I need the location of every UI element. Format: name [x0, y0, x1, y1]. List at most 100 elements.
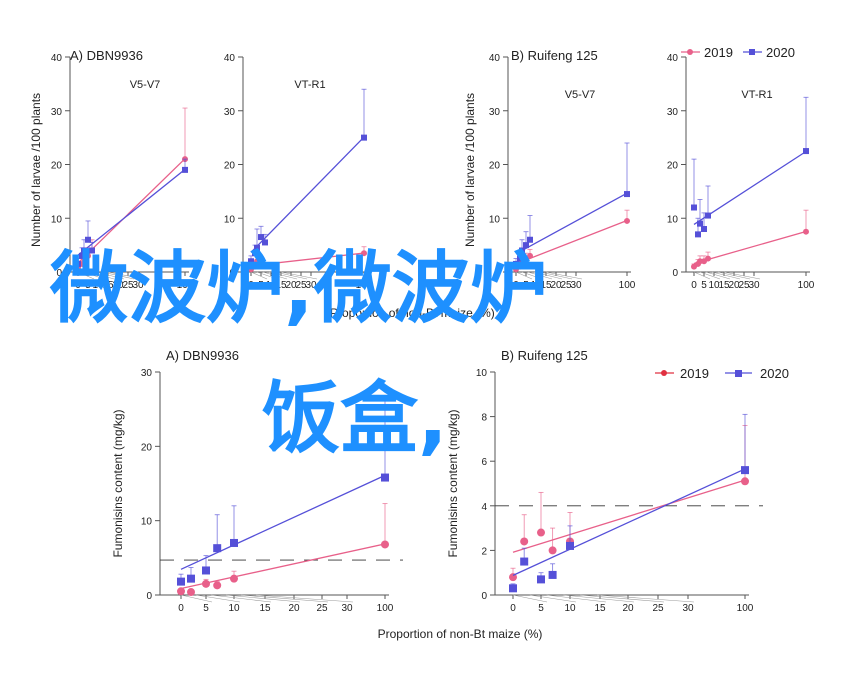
- x-axis-break-line: [225, 594, 301, 603]
- plot-subtitle: V5-V7: [130, 79, 161, 91]
- x-axis-break-line: [596, 594, 695, 603]
- x-tick-label: 20: [112, 280, 124, 291]
- data-point-2020: [254, 244, 260, 251]
- panel-title-top-b: B) Ruifeng 125: [511, 48, 598, 63]
- y-tick-label: 8: [481, 413, 487, 424]
- trend-line-2020: [512, 468, 746, 576]
- y-tick-label: 0: [229, 268, 235, 279]
- x-axis-break-line: [711, 271, 741, 280]
- x-axis-break-line: [705, 271, 731, 280]
- x-axis-break-line: [546, 594, 607, 603]
- data-point-2020: [695, 231, 701, 238]
- data-point-2020: [697, 220, 703, 227]
- data-point-2019: [548, 546, 557, 555]
- x-axis-break-line: [107, 271, 145, 280]
- plot-subtitle: VT-R1: [741, 89, 772, 101]
- trend-line-2019: [693, 230, 807, 265]
- data-point-2019: [202, 579, 210, 588]
- chart-bottom-a: 0 10 20 30 0 5 10 15 20 25 30 100 A) DBN9936 Fumonisi…: [111, 348, 403, 614]
- x-axis-break-line: [693, 271, 711, 280]
- x-axis-break-line: [210, 594, 272, 603]
- data-point-2019: [624, 217, 630, 224]
- y-tick-label: 0: [481, 591, 487, 602]
- x-tick-label: 100: [619, 280, 636, 291]
- data-point-2020: [252, 250, 258, 257]
- data-point-2020: [248, 258, 254, 265]
- y-tick-label: 10: [667, 214, 679, 225]
- y-tick-label: 20: [51, 161, 63, 172]
- x-axis-break-line: [256, 271, 278, 280]
- x-axis-break-line: [545, 271, 583, 280]
- data-point-2020: [79, 252, 85, 259]
- x-axis-break-line: [180, 594, 213, 603]
- x-axis-break-line: [580, 594, 665, 603]
- legend-top: 2019 2020: [681, 45, 795, 60]
- x-tick-label: 30: [748, 280, 760, 291]
- data-point-2020: [258, 234, 264, 241]
- x-tick-label: 25: [295, 280, 307, 291]
- overlay-text-line2: 饭盒,: [262, 374, 448, 464]
- x-tick-label: 30: [132, 280, 144, 291]
- data-point-2020: [177, 577, 185, 586]
- y-tick-label: 0: [56, 268, 62, 279]
- x-tick-label: 20: [728, 280, 740, 291]
- x-tick-label: 30: [682, 603, 694, 614]
- data-point-2019: [520, 537, 529, 546]
- x-axis-break-line: [529, 594, 577, 603]
- trend-line-2020: [250, 136, 365, 253]
- data-point-2019: [230, 574, 238, 583]
- trend-line-2019: [512, 479, 746, 553]
- trend-line-2020: [693, 150, 807, 225]
- y-tick-label: 0: [146, 591, 152, 602]
- x-tick-label: 0: [248, 280, 254, 291]
- y-tick-label: 30: [141, 368, 153, 379]
- data-point-2020: [182, 166, 188, 173]
- x-tick-label: 25: [122, 280, 134, 291]
- data-point-2020: [691, 204, 697, 211]
- y-tick-label: 20: [224, 161, 236, 172]
- data-point-2020: [81, 247, 87, 254]
- x-tick-label: 30: [570, 280, 582, 291]
- x-axis-break-line: [262, 271, 288, 280]
- legend-label-2020: 2020: [766, 45, 795, 60]
- x-tick-label: 20: [622, 603, 634, 614]
- x-axis-break-line: [512, 594, 548, 603]
- data-point-2020: [803, 148, 809, 155]
- x-axis-title-top: Proportion of non-Bt maize (%): [330, 306, 495, 320]
- data-point-2019: [213, 581, 222, 590]
- y-axis-title-top-b: Number of larvae /100 plants: [463, 93, 477, 247]
- y-tick-label: 40: [224, 53, 236, 64]
- x-tick-label: 25: [738, 280, 750, 291]
- x-tick-label: 10: [530, 280, 542, 291]
- data-point-2019: [527, 252, 533, 259]
- x-tick-label: 100: [177, 280, 194, 291]
- data-point-2019: [381, 540, 389, 549]
- data-point-2020: [361, 134, 367, 141]
- x-tick-label: 15: [102, 280, 114, 291]
- legend-marker-2019: [687, 49, 693, 55]
- legend-bottom-label-2020: 2020: [760, 366, 789, 381]
- trend-line-2020: [180, 474, 386, 570]
- data-point-2019: [252, 263, 258, 270]
- y-axis-title: Fumonisins content (mg/kg): [446, 409, 460, 557]
- x-tick-label: 10: [265, 280, 277, 291]
- data-point-2019: [741, 477, 749, 486]
- x-tick-label: 10: [708, 280, 720, 291]
- data-point-2019: [177, 587, 185, 596]
- data-point-2019: [187, 588, 195, 597]
- y-tick-label: 20: [667, 161, 679, 172]
- legend-marker-2020: [749, 49, 755, 55]
- x-axis-break-line: [83, 271, 105, 280]
- data-point-2020: [262, 239, 268, 246]
- x-axis-break-line: [255, 594, 354, 603]
- x-tick-label: 25: [652, 603, 664, 614]
- data-point-2020: [548, 570, 557, 579]
- data-point-2020: [527, 236, 533, 243]
- x-tick-label: 0: [691, 280, 697, 291]
- x-axis-break-line: [101, 271, 135, 280]
- x-tick-label: 5: [701, 280, 707, 291]
- data-point-2019: [509, 573, 517, 582]
